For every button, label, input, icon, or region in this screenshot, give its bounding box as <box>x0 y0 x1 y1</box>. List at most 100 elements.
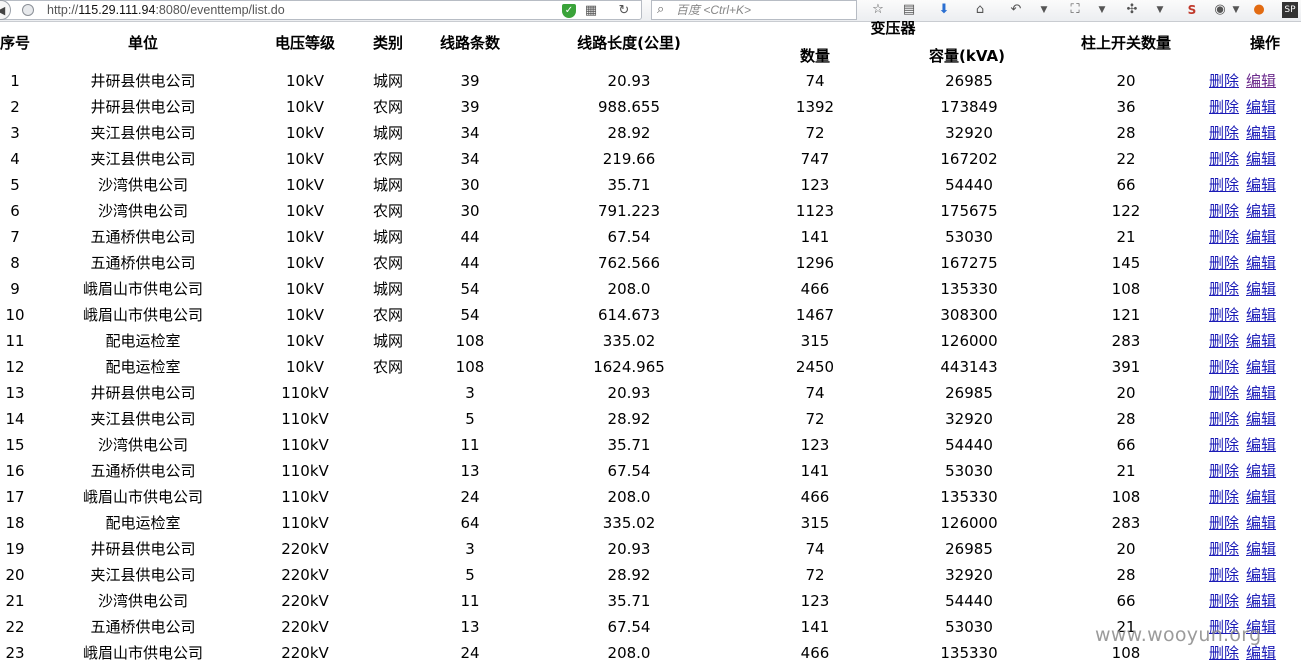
address-bar[interactable]: ◀ http://115.29.111.94:8080/eventtemp/li… <box>0 0 642 20</box>
qr-code-icon[interactable]: ▦ <box>584 3 598 18</box>
cell-unit: 峨眉山市供电公司 <box>82 488 204 506</box>
firefox-icon[interactable]: ● <box>1253 2 1265 17</box>
delete-link[interactable]: 删除 <box>1209 150 1240 168</box>
cell-voltage: 10kV <box>285 176 325 194</box>
cell-unit: 五通桥供电公司 <box>90 228 196 246</box>
browser-toolbar: ◀ http://115.29.111.94:8080/eventtemp/li… <box>0 0 1301 22</box>
cell-unit: 井研县供电公司 <box>90 540 196 558</box>
edit-link[interactable]: 编辑 <box>1246 462 1277 480</box>
cell-category: 农网 <box>372 150 404 168</box>
table-row: 9 峨眉山市供电公司 10kV 城网 54 208.0 466 135330 108 删除 编辑 <box>0 279 1301 305</box>
delete-link[interactable]: 删除 <box>1209 358 1240 376</box>
home-icon[interactable]: ⌂ <box>975 2 985 17</box>
delete-link[interactable]: 删除 <box>1209 462 1240 480</box>
reading-list-icon[interactable]: ▤ <box>902 2 916 17</box>
chevron-down-icon[interactable]: ▼ <box>1040 5 1048 15</box>
delete-link[interactable]: 删除 <box>1209 540 1240 558</box>
url-text[interactable]: http://115.29.111.94:8080/eventtemp/list… <box>47 3 285 17</box>
cell-category: 农网 <box>372 358 404 376</box>
edit-link[interactable]: 编辑 <box>1246 592 1277 610</box>
delete-link[interactable]: 删除 <box>1209 98 1240 116</box>
crop-icon[interactable]: ⛶ <box>1070 2 1080 17</box>
delete-link[interactable]: 删除 <box>1209 592 1240 610</box>
edit-link[interactable]: 编辑 <box>1246 332 1277 350</box>
edit-link[interactable]: 编辑 <box>1246 358 1277 376</box>
edit-link[interactable]: 编辑 <box>1246 72 1277 90</box>
search-input[interactable] <box>676 3 846 17</box>
cell-transformer-qty: 466 <box>800 280 830 298</box>
delete-link[interactable]: 删除 <box>1209 280 1240 298</box>
delete-link[interactable]: 删除 <box>1209 566 1240 584</box>
cell-capacity: 308300 <box>940 306 998 324</box>
edit-link[interactable]: 编辑 <box>1246 566 1277 584</box>
cell-line-length: 28.92 <box>607 410 651 428</box>
edit-link[interactable]: 编辑 <box>1246 176 1277 194</box>
cell-voltage: 220kV <box>281 566 329 584</box>
addon-icon[interactable]: ◉ <box>1214 2 1226 17</box>
undo-icon[interactable]: ↶ <box>1010 2 1022 17</box>
cell-switch-count: 21 <box>1116 618 1136 636</box>
search-box[interactable]: ⌕ <box>651 0 857 20</box>
cell-switch-count: 145 <box>1111 254 1141 272</box>
delete-link[interactable]: 删除 <box>1209 644 1240 662</box>
edit-link[interactable]: 编辑 <box>1246 436 1277 454</box>
edit-link[interactable]: 编辑 <box>1246 280 1277 298</box>
edit-link[interactable]: 编辑 <box>1246 540 1277 558</box>
download-icon[interactable]: ⬇ <box>938 2 950 17</box>
back-button[interactable]: ◀ <box>0 0 11 20</box>
header-line-length: 线路长度(公里) <box>577 34 681 52</box>
table-row: 1 井研县供电公司 10kV 城网 39 20.93 74 26985 20 删除 编辑 <box>0 71 1301 97</box>
edit-link[interactable]: 编辑 <box>1246 98 1277 116</box>
edit-link[interactable]: 编辑 <box>1246 514 1277 532</box>
cell-index: 23 <box>5 644 25 662</box>
edit-link[interactable]: 编辑 <box>1246 306 1277 324</box>
chevron-down-icon[interactable]: ▼ <box>1232 5 1240 15</box>
chevron-down-icon[interactable]: ▼ <box>1156 5 1164 15</box>
table-row: 20 夹江县供电公司 220kV 5 28.92 72 32920 28 删除 编辑 <box>0 565 1301 591</box>
edit-link[interactable]: 编辑 <box>1246 618 1277 636</box>
delete-link[interactable]: 删除 <box>1209 228 1240 246</box>
delete-link[interactable]: 删除 <box>1209 124 1240 142</box>
cell-line-count: 5 <box>465 410 475 428</box>
cell-line-count: 3 <box>465 540 475 558</box>
reload-icon[interactable]: ↻ <box>618 3 630 18</box>
delete-link[interactable]: 删除 <box>1209 72 1240 90</box>
delete-link[interactable]: 删除 <box>1209 306 1240 324</box>
delete-link[interactable]: 删除 <box>1209 332 1240 350</box>
table-row: 10 峨眉山市供电公司 10kV 农网 54 614.673 1467 308300 121 删除… <box>0 305 1301 331</box>
delete-link[interactable]: 删除 <box>1209 384 1240 402</box>
sp-extension-icon[interactable]: SP <box>1282 2 1298 18</box>
chevron-down-icon[interactable]: ▼ <box>1098 5 1106 15</box>
shield-icon[interactable]: ✓ <box>562 4 576 18</box>
delete-link[interactable]: 删除 <box>1209 436 1240 454</box>
watermark: www.wooyun.org <box>1095 624 1262 646</box>
cell-switch-count: 28 <box>1116 410 1136 428</box>
delete-link[interactable]: 删除 <box>1209 176 1240 194</box>
edit-link[interactable]: 编辑 <box>1246 228 1277 246</box>
edit-link[interactable]: 编辑 <box>1246 150 1277 168</box>
delete-link[interactable]: 删除 <box>1209 488 1240 506</box>
edit-link[interactable]: 编辑 <box>1246 202 1277 220</box>
edit-link[interactable]: 编辑 <box>1246 488 1277 506</box>
delete-link[interactable]: 删除 <box>1209 514 1240 532</box>
cell-index: 13 <box>5 384 25 402</box>
cell-capacity: 443143 <box>940 358 998 376</box>
cell-line-length: 67.54 <box>607 228 651 246</box>
table-row: 21 沙湾供电公司 220kV 11 35.71 123 54440 66 删除 编辑 <box>0 591 1301 617</box>
delete-link[interactable]: 删除 <box>1209 410 1240 428</box>
cell-capacity: 173849 <box>940 98 998 116</box>
edit-link[interactable]: 编辑 <box>1246 410 1277 428</box>
edit-link[interactable]: 编辑 <box>1246 384 1277 402</box>
cell-voltage: 10kV <box>285 332 325 350</box>
delete-link[interactable]: 删除 <box>1209 618 1240 636</box>
s-extension-icon[interactable]: S <box>1187 3 1197 17</box>
delete-link[interactable]: 删除 <box>1209 254 1240 272</box>
edit-link[interactable]: 编辑 <box>1246 644 1277 662</box>
star-bookmark-icon[interactable]: ☆ <box>872 2 884 17</box>
cell-capacity: 53030 <box>945 228 993 246</box>
edit-link[interactable]: 编辑 <box>1246 254 1277 272</box>
edit-link[interactable]: 编辑 <box>1246 124 1277 142</box>
plugin-icon[interactable]: ✣ <box>1126 2 1138 17</box>
delete-link[interactable]: 删除 <box>1209 202 1240 220</box>
table-row: 16 五通桥供电公司 110kV 13 67.54 141 53030 21 删除 编辑 <box>0 461 1301 487</box>
